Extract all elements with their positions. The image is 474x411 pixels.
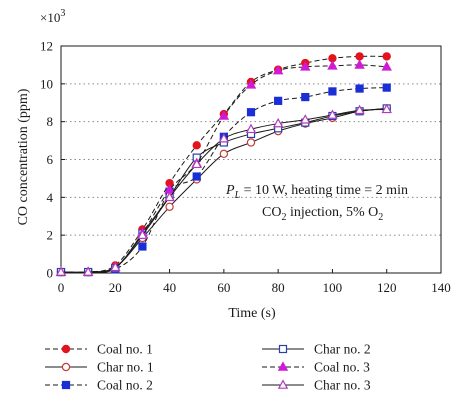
x-tick-label: 140 [431, 280, 451, 295]
series-coal-no-1 [56, 52, 391, 277]
legend-label: Coal no. 1 [97, 342, 153, 357]
data-point-coal-no-2 [138, 242, 147, 251]
legend-item-char-no-1: Char no. 1 [45, 360, 154, 375]
data-point-coal-no-2 [246, 108, 256, 117]
data-point-coal-no-3 [272, 64, 284, 75]
legend: Coal no. 1 Char no. 1 Coal no. 2 Char no. 2… [45, 342, 371, 393]
data-point-char-no-1 [165, 202, 174, 211]
y-tick-label: 2 [47, 228, 54, 243]
y-axis-title: CO concentration (ppm) [16, 88, 31, 225]
y-tick-label: 8 [47, 114, 54, 129]
legend-marker [277, 379, 289, 389]
x-tick-label: 0 [58, 280, 65, 295]
data-point-coal-no-3 [218, 110, 230, 120]
legend-marker [278, 344, 288, 354]
x-tick-label: 20 [109, 280, 122, 295]
data-point-coal-no-2 [301, 92, 310, 102]
data-point-char-no-3 [354, 104, 365, 115]
data-point-char-no-3 [110, 261, 121, 272]
legend-label: Coal no. 3 [314, 360, 370, 375]
legend-marker [61, 362, 71, 372]
legend-item-char-no-3: Char no. 3 [262, 378, 371, 393]
data-point-coal-no-3 [300, 61, 311, 71]
data-point-char-no-3 [55, 266, 67, 276]
legend-marker [277, 361, 289, 371]
x-tick-label: 120 [377, 280, 397, 295]
data-point-char-no-3 [381, 103, 392, 114]
x-tick-label: 40 [163, 280, 176, 295]
legend-label: Coal no. 2 [97, 378, 153, 393]
data-point-coal-no-2 [355, 84, 364, 93]
data-point-coal-no-3 [381, 61, 392, 71]
series-line-coal-no-3 [60, 64, 387, 273]
data-point-char-no-3 [82, 266, 94, 276]
legend-marker [61, 380, 71, 390]
y-tick-label: 12 [40, 39, 53, 54]
annotation-power: PL = 10 W, heating time = 2 min [225, 183, 408, 201]
data-point-coal-no-3 [354, 59, 365, 69]
legend-item-char-no-2: Char no. 2 [262, 342, 371, 357]
data-point-coal-no-2 [192, 172, 201, 181]
data-point-char-no-3 [245, 123, 257, 134]
x-axis-title: Time (s) [228, 306, 276, 321]
y-tick-label: 0 [47, 266, 54, 281]
data-point-char-no-1 [219, 149, 229, 159]
data-point-coal-no-1 [192, 141, 201, 150]
legend-label: Char no. 2 [314, 342, 371, 357]
data-point-char-no-3 [327, 109, 338, 119]
data-point-char-no-1 [246, 138, 256, 147]
data-point-char-no-3 [164, 191, 175, 202]
data-point-coal-no-1 [355, 52, 364, 61]
series-line-coal-no-1 [60, 55, 387, 274]
legend-label: Char no. 3 [314, 378, 371, 393]
annotation-injection: CO2 injection, 5% O2 [262, 205, 383, 223]
axis-ticks: 0 20 40 60 80 100 120 140 0 2 4 6 8 10 12 [40, 39, 451, 296]
legend-label: Char no. 1 [97, 360, 154, 375]
x-tick-label: 60 [217, 280, 230, 295]
x-tick-label: 100 [323, 280, 343, 295]
data-point-coal-no-2 [382, 83, 391, 92]
data-point-coal-no-3 [245, 79, 257, 89]
series-layer [55, 52, 392, 277]
y-tick-label: 10 [40, 76, 53, 91]
data-point-coal-no-2 [328, 87, 337, 96]
data-point-char-no-3 [300, 114, 311, 124]
legend-marker [61, 344, 71, 354]
y-tick-label: 4 [47, 190, 54, 205]
data-point-char-no-3 [218, 133, 230, 143]
x-tick-label: 80 [272, 280, 285, 295]
y-tick-label: 6 [47, 152, 54, 167]
legend-item-coal-no-3: Coal no. 3 [262, 360, 370, 375]
legend-item-coal-no-1: Coal no. 1 [45, 342, 153, 357]
data-point-coal-no-3 [327, 60, 338, 70]
data-point-char-no-3 [272, 117, 284, 128]
series-coal-no-3 [55, 59, 392, 276]
data-point-char-no-3 [137, 229, 148, 239]
data-point-coal-no-2 [274, 96, 283, 105]
data-point-char-no-3 [191, 158, 202, 169]
legend-item-coal-no-2: Coal no. 2 [45, 378, 153, 393]
data-point-coal-no-1 [382, 52, 391, 61]
y-axis-multiplier: ×103 [40, 8, 65, 25]
series-char-no-3 [55, 103, 392, 276]
